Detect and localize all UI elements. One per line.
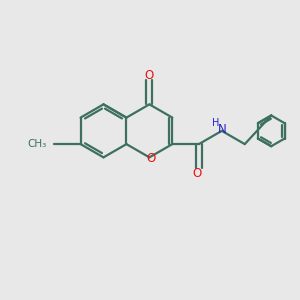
Text: H: H	[212, 118, 219, 128]
Text: O: O	[145, 69, 154, 82]
Text: N: N	[218, 123, 226, 136]
Text: O: O	[146, 152, 155, 165]
Text: O: O	[193, 167, 202, 180]
Text: CH₃: CH₃	[27, 139, 47, 149]
